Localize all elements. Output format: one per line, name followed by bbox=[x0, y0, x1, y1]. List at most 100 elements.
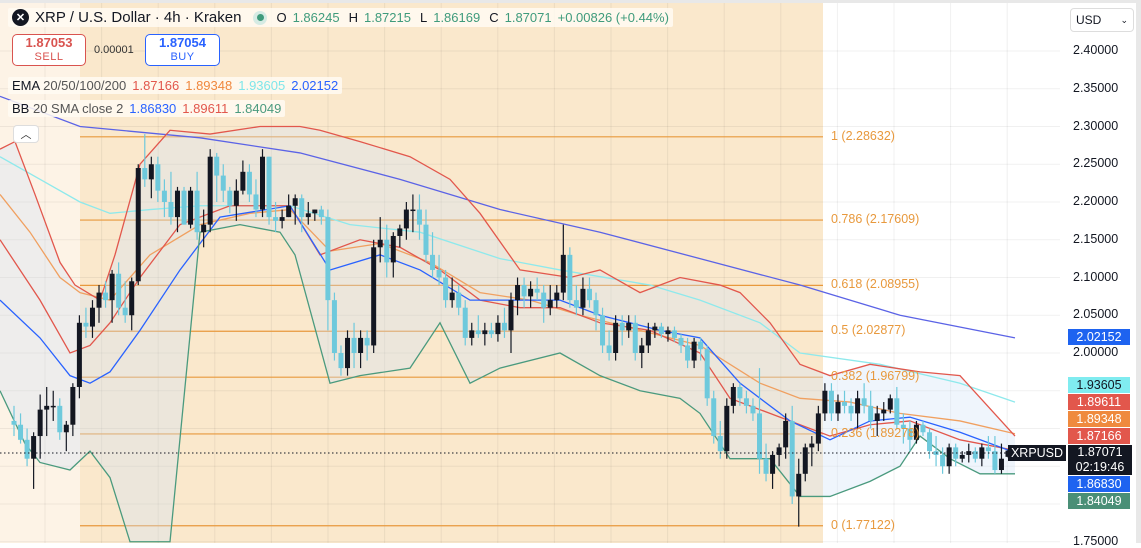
candle-body bbox=[299, 198, 305, 218]
price-tag: 1.89348 bbox=[1068, 411, 1130, 427]
fib-level-label: 0.618 (2.08955) bbox=[831, 277, 920, 292]
candle-body bbox=[521, 285, 527, 297]
bb-name: BB bbox=[12, 101, 30, 116]
candle-body bbox=[691, 341, 697, 361]
candle-body bbox=[704, 349, 710, 399]
candle-body bbox=[31, 436, 37, 459]
axis-tick-label: 2.25000 bbox=[1073, 156, 1119, 171]
candle-body bbox=[462, 307, 468, 338]
candle-body bbox=[757, 413, 762, 459]
collapse-legend-button[interactable]: ︿ bbox=[13, 125, 39, 143]
currency-value: USD bbox=[1076, 13, 1102, 27]
currency-select[interactable]: USD ⌄ bbox=[1070, 8, 1134, 32]
ohlc-close-value: 1.87071 bbox=[504, 10, 552, 25]
candle-body bbox=[992, 451, 998, 471]
candle-body bbox=[63, 424, 69, 433]
ohlc-change: +0.00826 (+0.44%) bbox=[557, 10, 669, 25]
candle-body bbox=[855, 398, 861, 414]
price-tag: 1.86830 bbox=[1068, 476, 1130, 492]
candle-body bbox=[541, 292, 547, 308]
indicator-line bbox=[0, 205, 1016, 454]
candle-body bbox=[148, 164, 154, 180]
candle-body bbox=[743, 398, 749, 406]
indicator-line bbox=[0, 223, 1015, 543]
candle-body bbox=[600, 315, 606, 346]
chevron-down-icon: ⌄ bbox=[1120, 14, 1128, 25]
candle-body bbox=[318, 209, 324, 218]
sell-price: 1.87053 bbox=[25, 35, 73, 50]
ema-20-value: 1.87166 bbox=[132, 78, 180, 93]
candle-body bbox=[122, 307, 128, 316]
candle-body bbox=[292, 198, 298, 206]
candle-body bbox=[613, 322, 619, 353]
ohlc-open-label: O bbox=[276, 10, 287, 25]
candle-body bbox=[606, 345, 612, 353]
fib-level-label: 0.382 (1.96799) bbox=[831, 369, 920, 384]
candle-body bbox=[946, 447, 952, 467]
candle-body bbox=[887, 398, 893, 410]
spread-value: 0.00001 bbox=[94, 44, 134, 56]
candle-body bbox=[495, 322, 501, 335]
candle-body bbox=[770, 454, 776, 474]
candle-body bbox=[822, 390, 828, 414]
candle-body bbox=[430, 254, 436, 270]
axis-tick-label: 1.75000 bbox=[1073, 533, 1119, 548]
candle-body bbox=[246, 171, 252, 195]
candle-body bbox=[848, 405, 854, 414]
ema-params: 20/50/100/200 bbox=[43, 78, 127, 93]
buy-button[interactable]: 1.87054 BUY bbox=[145, 34, 220, 66]
candle-body bbox=[907, 428, 913, 440]
axis-tick-label: 2.40000 bbox=[1073, 43, 1119, 57]
candle-body bbox=[750, 405, 756, 414]
ema-50-value: 1.89348 bbox=[185, 78, 233, 93]
candle-body bbox=[639, 345, 645, 353]
candle-body bbox=[894, 398, 900, 425]
axis-tick-label: 2.10000 bbox=[1073, 269, 1119, 284]
ohlc-high-value: 1.87215 bbox=[363, 10, 411, 25]
candle-body bbox=[233, 190, 239, 206]
sell-label: SELL bbox=[34, 51, 64, 63]
candle-body bbox=[116, 273, 122, 308]
candle-body bbox=[619, 322, 625, 331]
candle-body bbox=[645, 330, 651, 346]
candle-body bbox=[998, 458, 1004, 471]
candle-body bbox=[194, 190, 200, 233]
bar-countdown: 02:19:46 bbox=[1075, 460, 1125, 474]
candle-body bbox=[37, 409, 43, 437]
candle-body bbox=[129, 281, 135, 316]
candle-body bbox=[515, 285, 521, 301]
candle-body bbox=[103, 292, 109, 301]
candle-body bbox=[89, 307, 95, 327]
candle-body bbox=[534, 288, 540, 293]
candle-body bbox=[24, 439, 30, 459]
price-tag: 1.93605 bbox=[1068, 377, 1130, 393]
candle-body bbox=[815, 413, 821, 444]
bb-legend[interactable]: BB 20 SMA close 2 1.86830 1.89611 1.8404… bbox=[8, 100, 286, 117]
candle-body bbox=[410, 209, 416, 212]
bb-basis-value: 1.86830 bbox=[129, 101, 177, 116]
candle-body bbox=[161, 190, 167, 202]
candle-body bbox=[586, 288, 592, 301]
candle-body bbox=[913, 424, 919, 440]
ema-legend[interactable]: EMA 20/50/100/200 1.87166 1.89348 1.9360… bbox=[8, 77, 343, 94]
candle-body bbox=[155, 164, 161, 191]
sell-button[interactable]: 1.87053 SELL bbox=[12, 34, 86, 66]
candle-body bbox=[737, 386, 743, 399]
candle-body bbox=[652, 326, 658, 331]
candle-body bbox=[671, 330, 677, 338]
indicator-line bbox=[0, 95, 1016, 339]
candle-body bbox=[220, 175, 226, 191]
candle-body bbox=[776, 447, 782, 455]
top-border bbox=[0, 0, 1141, 3]
symbol-title[interactable]: XRP / U.S. Dollar · 4h · Kraken bbox=[35, 9, 242, 26]
candle-body bbox=[783, 420, 789, 448]
candle-body bbox=[678, 337, 684, 346]
bb-lower-value: 1.84049 bbox=[234, 101, 282, 116]
candle-body bbox=[763, 458, 769, 474]
candle-body bbox=[475, 330, 481, 335]
ohlc-open-value: 1.86245 bbox=[292, 10, 340, 25]
candle-body bbox=[626, 322, 632, 331]
candle-body bbox=[985, 447, 991, 452]
candle-body bbox=[181, 190, 187, 225]
